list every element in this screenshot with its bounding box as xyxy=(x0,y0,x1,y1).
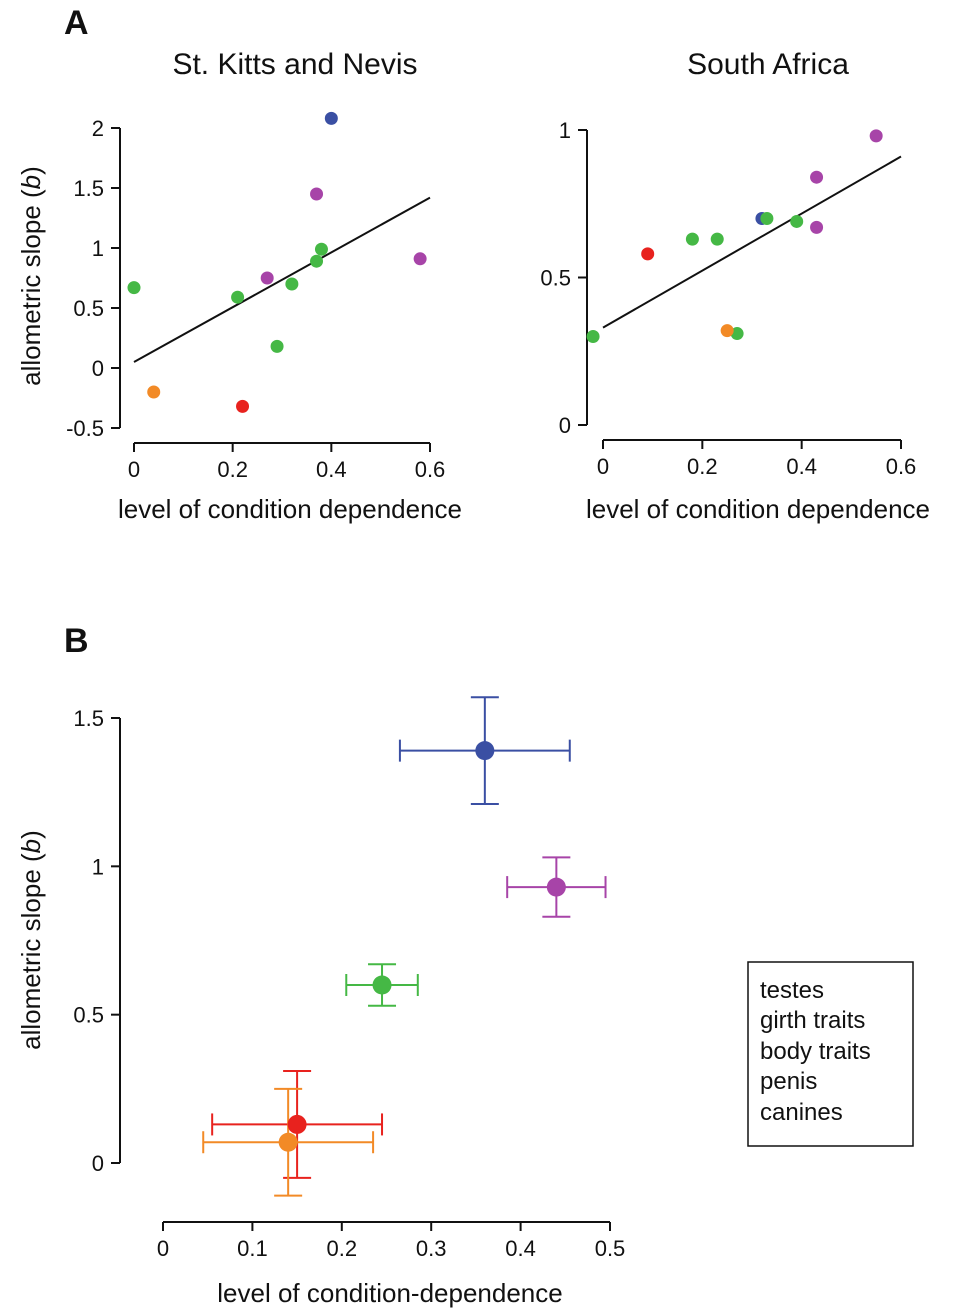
legend-item-canines: canines xyxy=(760,1099,843,1126)
x-tick-label: 0.2 xyxy=(687,454,718,479)
y-axis-label-var: b xyxy=(16,839,46,853)
y-tick-label: 1.5 xyxy=(73,176,104,201)
data-point-body xyxy=(285,277,299,291)
y-tick-label: 1 xyxy=(559,118,571,143)
data-point-girth xyxy=(869,129,883,143)
y-tick-label: 0.5 xyxy=(73,1003,104,1028)
x-axis-label: level of condition-dependence xyxy=(217,1278,562,1308)
legend-box xyxy=(747,961,914,1147)
y-axis-label-var: b xyxy=(16,175,46,189)
data-point-girth xyxy=(413,252,427,266)
x-tick-label: 0 xyxy=(128,457,140,482)
x-tick-label: 0.5 xyxy=(595,1236,626,1261)
y-axis-label-part: ) xyxy=(16,830,46,839)
y-axis-label-part: allometric slope ( xyxy=(16,853,46,1050)
data-point-body xyxy=(372,975,392,995)
x-tick-label: 0.4 xyxy=(505,1236,536,1261)
data-point-penis xyxy=(236,399,250,413)
data-point-girth xyxy=(260,271,274,285)
y-axis-label-part: ) xyxy=(16,166,46,175)
y-tick-label: 2 xyxy=(92,116,104,141)
y-tick-label: 1 xyxy=(92,854,104,879)
regression-line xyxy=(133,196,431,363)
legend-item-girth: girth traits xyxy=(760,1007,865,1034)
legend-item-penis: penis xyxy=(760,1068,817,1095)
data-point-canines xyxy=(147,385,161,399)
data-point-girth xyxy=(310,187,324,201)
data-point-girth xyxy=(810,170,824,184)
chart-marks: 0 0.2 0.4 0.6 0 0.5 1 xyxy=(540,118,916,479)
y-tick-label: 1.5 xyxy=(73,706,104,731)
data-point-body xyxy=(790,214,804,228)
x-tick-label: 0.2 xyxy=(217,457,248,482)
data-point-body xyxy=(310,254,324,268)
chart-south-africa: South Africa level of condition dependen… xyxy=(540,48,930,524)
data-point-body xyxy=(730,327,744,341)
x-tick-label: 0.2 xyxy=(327,1236,358,1261)
x-tick-label: 0.4 xyxy=(786,454,817,479)
chart-marks: 0 0.2 0.4 0.6 -0.5 0 0.5 1 1.5 2 xyxy=(66,111,446,482)
data-point-girth xyxy=(810,220,824,234)
data-point-testes xyxy=(475,741,495,761)
data-point-canines xyxy=(720,324,734,338)
legend-item-testes: testes xyxy=(760,977,824,1004)
x-tick-label: 0.1 xyxy=(237,1236,268,1261)
x-tick-label: 0.4 xyxy=(316,457,347,482)
data-point-body xyxy=(270,339,284,353)
data-point-body xyxy=(231,290,245,304)
regression-line xyxy=(602,155,902,329)
y-tick-label: 1 xyxy=(92,236,104,261)
x-axis-label: level of condition dependence xyxy=(586,494,930,524)
y-tick-label: 0 xyxy=(92,356,104,381)
x-axis-label: level of condition dependence xyxy=(118,494,462,524)
chart-marks: 0 0.1 0.2 0.3 0.4 0.5 0 0.5 1 1.5 xyxy=(73,696,626,1261)
data-point-body xyxy=(314,242,328,256)
x-tick-label: 0 xyxy=(157,1236,169,1261)
chart-title: South Africa xyxy=(687,48,849,81)
data-point-body xyxy=(127,281,141,295)
data-point-body xyxy=(760,212,774,225)
data-point-body xyxy=(586,330,600,343)
x-tick-label: 0.3 xyxy=(416,1236,447,1261)
y-axis-label: allometric slope (b) xyxy=(16,830,46,1050)
legend: testes girth traits body traits penis ca… xyxy=(747,961,914,1147)
data-point-body xyxy=(685,232,699,246)
x-tick-label: 0 xyxy=(597,454,609,479)
data-point-penis xyxy=(287,1114,307,1134)
data-point-canines xyxy=(278,1132,298,1152)
chart-st-kitts: St. Kitts and Nevis level of condition d… xyxy=(16,48,462,524)
data-point-testes xyxy=(324,111,338,125)
y-tick-label: -0.5 xyxy=(66,416,104,441)
y-tick-label: 0.5 xyxy=(540,266,571,291)
chart-title: St. Kitts and Nevis xyxy=(172,48,417,81)
y-tick-label: 0.5 xyxy=(73,296,104,321)
chart-panel-b: level of condition-dependence allometric… xyxy=(16,696,914,1308)
legend-item-body: body traits xyxy=(760,1038,871,1065)
y-axis-label: allometric slope (b) xyxy=(16,166,46,386)
panel-letter-a: A xyxy=(64,4,89,42)
data-point-girth xyxy=(546,877,566,897)
x-tick-label: 0.6 xyxy=(886,454,917,479)
data-point-body xyxy=(710,232,724,246)
x-tick-label: 0.6 xyxy=(415,457,446,482)
data-point-penis xyxy=(641,247,655,261)
y-tick-label: 0 xyxy=(92,1151,104,1176)
y-tick-label: 0 xyxy=(559,413,571,438)
panel-letter-b: B xyxy=(64,622,89,660)
y-axis-label-part: allometric slope ( xyxy=(16,189,46,386)
